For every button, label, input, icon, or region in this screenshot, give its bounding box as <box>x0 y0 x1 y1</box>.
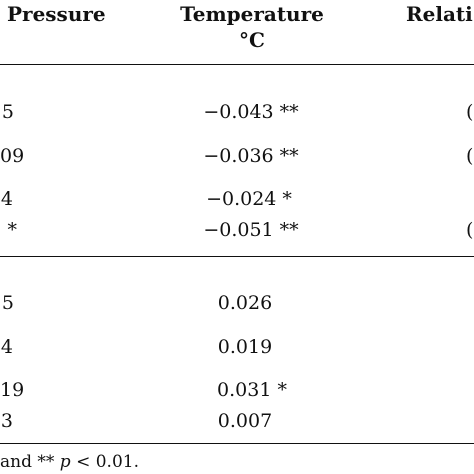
row-3-temperature: −0.024 * <box>206 188 292 210</box>
row-8-pressure: 3 <box>0 410 13 432</box>
footnote-prefix: and ** <box>0 452 60 472</box>
row-8-temperature: 0.007 <box>217 410 273 432</box>
row-5-temperature: 0.026 <box>217 292 273 314</box>
row-3-pressure: 4 <box>0 188 13 210</box>
row-7-pressure: 19 <box>0 379 25 401</box>
row-6-temperature: 0.019 <box>217 336 273 358</box>
footnote: and ** p < 0.01. <box>0 452 139 472</box>
row-4-temperature: −0.051 ** <box>203 219 299 241</box>
row-2-pressure: 09 <box>0 145 25 167</box>
row-4-pressure: * <box>7 219 18 241</box>
row-7-temperature: 0.031 * <box>217 379 287 401</box>
header-relative: Relati <box>406 2 473 26</box>
header-temperature: Temperature <box>180 2 324 26</box>
row-1-temperature: −0.043 ** <box>203 101 299 123</box>
footnote-p: p <box>59 452 71 472</box>
footnote-suffix: < 0.01. <box>70 452 139 472</box>
group-rule <box>0 256 474 257</box>
row-1-pressure: 5 <box>1 101 14 123</box>
row-2-relative: ( <box>466 145 474 167</box>
header-rule <box>0 64 474 65</box>
header-pressure: Pressure <box>7 2 106 26</box>
row-1-relative: ( <box>466 101 474 123</box>
bottom-rule <box>0 443 474 444</box>
row-5-pressure: 5 <box>1 292 14 314</box>
row-2-temperature: −0.036 ** <box>203 145 299 167</box>
row-6-pressure: 4 <box>0 336 13 358</box>
header-temperature-unit: °C <box>239 28 265 52</box>
row-4-relative: ( <box>466 219 474 241</box>
